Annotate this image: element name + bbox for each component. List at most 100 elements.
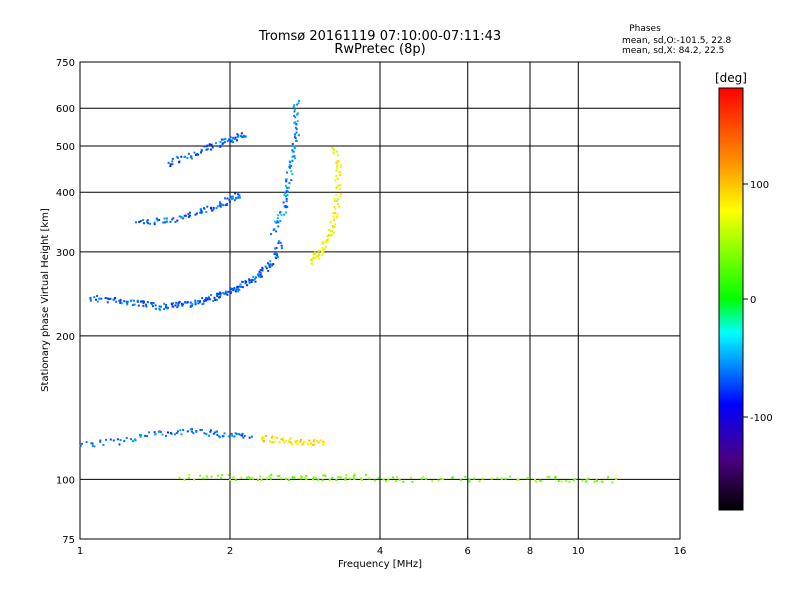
data-point — [274, 247, 277, 250]
data-point — [169, 165, 172, 168]
data-point — [166, 431, 169, 434]
data-point — [212, 432, 215, 435]
data-point — [210, 429, 213, 432]
data-point — [241, 286, 244, 289]
data-point — [126, 300, 129, 303]
data-point — [236, 135, 239, 138]
data-point — [299, 475, 302, 478]
data-point — [299, 440, 302, 443]
data-point — [216, 433, 219, 436]
data-point — [240, 134, 243, 137]
data-point — [145, 305, 148, 308]
data-point — [91, 444, 94, 447]
data-point — [280, 477, 283, 480]
data-point — [284, 191, 287, 194]
data-point — [241, 432, 244, 435]
data-point — [360, 478, 363, 481]
colorbar-tick-0: 0 — [750, 295, 756, 306]
data-point — [212, 206, 215, 209]
data-point — [322, 251, 325, 254]
data-point — [270, 264, 273, 267]
data-point — [234, 290, 237, 293]
y-axis-label: Stationary phase Virtual Height [km] — [40, 208, 51, 392]
data-point — [272, 263, 275, 266]
data-point — [249, 477, 252, 480]
data-point — [224, 197, 227, 200]
data-point — [123, 300, 126, 303]
data-point — [296, 120, 299, 123]
data-point — [324, 245, 327, 248]
data-point — [217, 293, 220, 296]
data-point — [214, 142, 217, 145]
data-point — [294, 126, 297, 129]
data-point — [230, 432, 233, 435]
data-point — [100, 297, 103, 300]
data-point — [190, 428, 193, 431]
data-point — [285, 200, 288, 203]
data-point — [288, 438, 291, 441]
data-point — [133, 299, 136, 302]
data-point — [219, 292, 222, 295]
data-point — [261, 439, 264, 442]
data-point — [279, 211, 282, 214]
data-point — [291, 173, 294, 176]
data-point — [585, 478, 588, 481]
data-point — [222, 138, 225, 141]
data-point — [269, 263, 272, 266]
x-tick-label: 1 — [77, 546, 83, 557]
data-point — [199, 208, 202, 211]
data-point — [398, 478, 401, 481]
data-point — [287, 479, 290, 482]
data-point — [294, 133, 297, 136]
data-point — [240, 434, 243, 437]
data-point — [205, 145, 208, 148]
data-point — [310, 443, 313, 446]
data-point — [329, 230, 332, 233]
data-point — [152, 302, 155, 305]
data-point — [236, 139, 239, 142]
data-point — [295, 128, 298, 131]
data-point — [187, 152, 190, 155]
data-point — [207, 434, 210, 437]
data-point — [177, 304, 180, 307]
data-point — [288, 160, 291, 163]
data-point — [314, 477, 317, 480]
data-point — [349, 477, 352, 480]
data-point — [210, 143, 213, 146]
data-point — [235, 197, 238, 200]
data-point — [203, 145, 206, 148]
data-point — [193, 151, 196, 154]
data-point — [133, 303, 136, 306]
data-point — [252, 279, 255, 282]
data-point — [468, 478, 471, 481]
data-point — [209, 430, 212, 433]
data-point — [277, 242, 280, 245]
data-point — [231, 287, 234, 290]
data-point — [220, 203, 223, 206]
data-point — [296, 103, 299, 106]
data-points — [79, 99, 618, 484]
data-point — [276, 475, 279, 478]
data-point — [259, 271, 262, 274]
data-point — [242, 436, 245, 439]
data-point — [248, 436, 251, 439]
data-point — [282, 201, 285, 204]
data-point — [107, 298, 110, 301]
data-point — [339, 171, 342, 174]
data-point — [212, 208, 215, 211]
data-point — [321, 254, 324, 257]
data-point — [178, 476, 181, 479]
data-point — [238, 194, 241, 197]
data-point — [140, 434, 143, 437]
data-point — [304, 476, 307, 479]
data-point — [238, 433, 241, 436]
data-point — [177, 302, 180, 305]
data-point — [119, 301, 122, 304]
data-point — [283, 441, 286, 444]
data-point — [277, 240, 280, 243]
data-point — [279, 241, 282, 244]
data-point — [373, 479, 376, 482]
data-point — [280, 244, 283, 247]
data-point — [225, 203, 228, 206]
